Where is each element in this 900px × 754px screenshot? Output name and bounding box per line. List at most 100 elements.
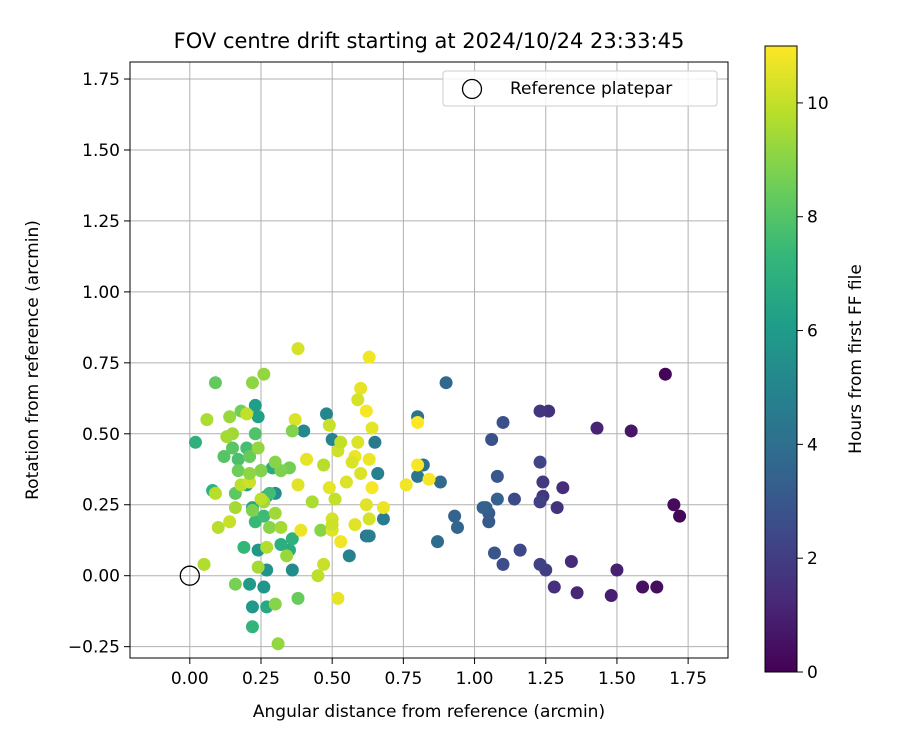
- data-point: [243, 467, 257, 481]
- data-point: [431, 535, 445, 549]
- data-point: [610, 563, 624, 577]
- data-points: [188, 342, 687, 651]
- y-tick-label: 0.75: [82, 354, 120, 374]
- plot-frame: [129, 61, 729, 659]
- data-point: [334, 435, 348, 449]
- data-point: [351, 435, 365, 449]
- data-point: [208, 486, 222, 500]
- colorbar-tick-label: 4: [807, 435, 818, 455]
- data-point: [220, 430, 234, 444]
- data-point: [245, 376, 259, 390]
- colorbar-tick-label: 8: [807, 208, 818, 228]
- data-point: [422, 472, 436, 486]
- data-point: [533, 404, 547, 418]
- data-point: [507, 492, 521, 506]
- x-tick-label: 1.75: [669, 669, 707, 689]
- data-point: [536, 475, 550, 489]
- data-point: [348, 518, 362, 532]
- data-point: [268, 455, 282, 469]
- x-tick-label: 1.50: [598, 669, 636, 689]
- legend: Reference platepar: [442, 70, 718, 107]
- data-point: [317, 458, 331, 472]
- data-point: [547, 580, 561, 594]
- x-tick-label: 0.75: [384, 669, 422, 689]
- data-point: [342, 549, 356, 563]
- reference-marker: [179, 565, 200, 586]
- data-point: [636, 580, 650, 594]
- data-point: [371, 467, 385, 481]
- data-point: [368, 435, 382, 449]
- colorbar-tick-label: 2: [807, 549, 818, 569]
- data-point: [274, 537, 288, 551]
- y-tick-label: 0.00: [82, 567, 120, 587]
- x-axis-label: Angular distance from reference (arcmin): [253, 702, 605, 722]
- data-point: [254, 464, 268, 478]
- data-point: [359, 498, 373, 512]
- data-point: [673, 509, 687, 523]
- data-point: [257, 367, 271, 381]
- data-point: [411, 458, 425, 472]
- data-point: [231, 452, 245, 466]
- data-point: [533, 495, 547, 509]
- data-point: [305, 495, 319, 509]
- data-point: [362, 529, 376, 543]
- data-point: [260, 540, 274, 554]
- x-ticks: 0.00 0.25 0.50 0.75 1.00 1.25 1.50 1.75: [171, 658, 707, 689]
- y-axis-label: Rotation from reference (arcmin): [23, 220, 43, 500]
- data-point: [362, 512, 376, 526]
- data-point: [376, 512, 390, 526]
- data-point: [268, 597, 282, 611]
- data-point: [328, 492, 342, 506]
- data-point: [354, 381, 368, 395]
- colorbar-tick-label: 6: [807, 322, 818, 342]
- data-point: [245, 620, 259, 634]
- data-point: [251, 410, 265, 424]
- data-point: [245, 600, 259, 614]
- data-point: [300, 452, 314, 466]
- data-point: [285, 532, 299, 546]
- data-point: [439, 376, 453, 390]
- data-point: [550, 501, 564, 515]
- data-point: [294, 523, 308, 537]
- data-point: [362, 452, 376, 466]
- colorbar-tick-label: 0: [807, 663, 818, 683]
- y-tick-label: 1.50: [82, 141, 120, 161]
- data-point: [399, 478, 413, 492]
- data-point: [325, 518, 339, 532]
- data-point: [231, 464, 245, 478]
- data-point: [226, 441, 240, 455]
- data-point: [496, 557, 510, 571]
- colorbar: 0 2 4 6 8 10 Hours from first FF file: [764, 45, 866, 683]
- x-tick-label: 0.00: [171, 669, 209, 689]
- data-point: [248, 427, 262, 441]
- data-point: [254, 492, 268, 506]
- x-tick-label: 0.50: [313, 669, 351, 689]
- data-point: [448, 509, 462, 523]
- x-tick-label: 1.00: [456, 669, 494, 689]
- data-point: [251, 560, 265, 574]
- data-point: [604, 589, 618, 603]
- data-point: [317, 557, 331, 571]
- data-point: [188, 435, 202, 449]
- data-point: [476, 501, 490, 515]
- y-tick-label: 0.25: [82, 496, 120, 516]
- data-point: [533, 455, 547, 469]
- data-point: [331, 591, 345, 605]
- colorbar-label: Hours from first FF file: [846, 264, 866, 454]
- data-point: [624, 424, 638, 438]
- data-point: [288, 413, 302, 427]
- y-tick-label: 1.25: [82, 212, 120, 232]
- data-point: [217, 449, 231, 463]
- data-point: [564, 555, 578, 569]
- data-point: [650, 580, 664, 594]
- data-point: [243, 577, 257, 591]
- legend-label: Reference platepar: [510, 79, 672, 99]
- data-point: [228, 501, 242, 515]
- data-point: [411, 469, 425, 483]
- y-ticks: −0.25 0.00 0.25 0.50 0.75 1.00 1.25 1.50 1.75: [68, 70, 130, 658]
- colorbar-tick-label: 10: [807, 94, 829, 114]
- data-point: [411, 415, 425, 429]
- data-point: [228, 577, 242, 591]
- data-point: [490, 469, 504, 483]
